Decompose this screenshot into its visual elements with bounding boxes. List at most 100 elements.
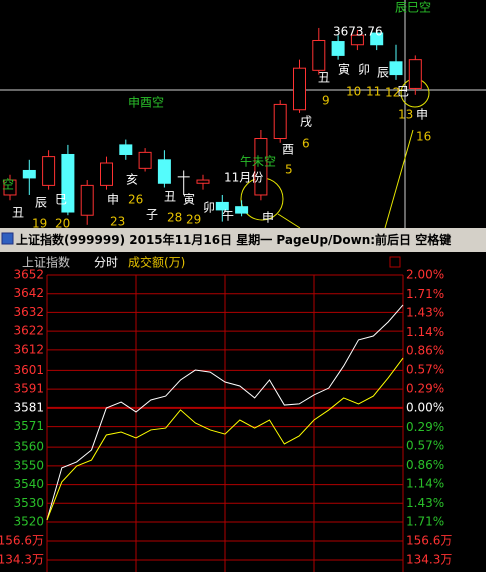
annotation: 巳 (55, 193, 67, 207)
annotation: 酉 (282, 143, 294, 157)
candle-body (42, 156, 56, 186)
candle-body (254, 138, 268, 196)
annotation: 丑 (164, 190, 176, 204)
candle-body (61, 153, 75, 213)
volume-tick-label: 134.3万 (0, 552, 44, 566)
annotation: 26 (128, 193, 143, 207)
y-tick-label: 3601 (13, 363, 44, 377)
candle-body (350, 34, 364, 46)
annotation: 16 (416, 130, 431, 144)
status-text: 上证指数(999999) 2015年11月16日 星期一 PageUp/Down… (16, 232, 451, 247)
y2-tick-label: 0.29% (406, 381, 444, 395)
annotation: 丑 (12, 206, 24, 220)
candle-panel: 辰巳空3673.76丑寅卯辰巳910 11 1213 申16申酉空戌6酉5午未空11月… (2, 1, 431, 231)
y2-tick-label: 1.71% (406, 515, 444, 529)
y2-tick-label: 1.14% (406, 477, 444, 491)
candle-body (312, 39, 326, 71)
annotation: 申酉空 (128, 96, 164, 110)
annotation: 寅 (338, 62, 350, 77)
y-tick-label: 3571 (13, 419, 44, 433)
volume-tick-label: 156.6万 (406, 533, 452, 547)
annotation: 亥 (126, 173, 138, 187)
annotation: 6 (302, 137, 310, 151)
y-tick-label: 3520 (13, 515, 44, 529)
annotation: 辰巳空 (395, 1, 431, 15)
y2-tick-label: 2.00% (406, 268, 444, 282)
annotation: 19 (32, 217, 47, 231)
annotation: 3673.76 (333, 25, 383, 39)
annotation: 丑 (318, 71, 330, 85)
annotation: 午未空 (240, 155, 276, 169)
y-tick-label: 3612 (13, 342, 44, 356)
y-tick-label: 3652 (13, 268, 44, 282)
annotation: 申 (416, 108, 428, 122)
y-tick-label: 3632 (13, 305, 44, 319)
y-tick-label: 3540 (13, 477, 44, 491)
annotation: 29 (186, 213, 201, 227)
y-tick-label: 3530 (13, 496, 44, 510)
y-tick-label: 3622 (13, 324, 44, 338)
volume-label: 成交额(万) (128, 255, 185, 270)
y2-tick-label: 0.86% (406, 458, 444, 472)
y2-tick-label: 1.71% (406, 287, 444, 301)
y2-tick-label: 1.43% (406, 496, 444, 510)
chart-title: 上证指数 (22, 255, 70, 270)
annotation: 申 (262, 211, 274, 225)
annotation: 5 (285, 163, 293, 177)
intraday-panel: 上证指数 分时 成交额(万) 3652 3642 3632 3622 3612 3601 3… (0, 255, 452, 572)
y-tick-label: 3581 (13, 400, 44, 414)
annotation: 10 (346, 85, 361, 99)
candle-body (100, 162, 113, 186)
annotation: 卯 (203, 201, 215, 215)
annotation: 13 (398, 108, 413, 122)
candle-body (331, 41, 345, 56)
price-line (46, 304, 404, 521)
annotation: 寅 (183, 192, 195, 207)
candle-body (293, 67, 306, 111)
y-tick-label: 3550 (13, 458, 44, 472)
annotation: 午 (222, 209, 234, 223)
annotation: 辰 (35, 196, 47, 210)
y-tick-label: 3591 (13, 382, 44, 396)
annotation: 23 (110, 215, 125, 229)
annotation: 卯 (358, 63, 370, 77)
chart-subtitle: 分时 (94, 256, 118, 270)
y-tick-label: 3560 (13, 440, 44, 454)
candle-body (3, 179, 17, 196)
candle-body (80, 184, 94, 216)
candle-body (196, 179, 210, 184)
annotation: 辰 (377, 66, 389, 80)
status-icon (1, 232, 14, 245)
y2-tick-label: 0.00% (406, 401, 444, 415)
annotation: 9 (322, 94, 330, 108)
y2-tick-label: 0.29% (406, 420, 444, 434)
volume-tick-label: 134.3万 (406, 552, 452, 566)
annotation: 巳 (397, 85, 409, 99)
annotation: 11月份 (224, 171, 263, 185)
annotation: 28 (167, 211, 182, 225)
trend-line (277, 213, 301, 229)
y2-tick-label: 0.57% (406, 439, 444, 453)
y2-tick-label: 0.86% (406, 343, 444, 357)
candle-body (215, 201, 229, 211)
candle-body (235, 206, 249, 214)
candle-body (389, 61, 403, 76)
annotation: 20 (55, 217, 70, 231)
status-bar-bg (0, 228, 486, 252)
volume-tick-label: 156.6万 (0, 533, 44, 547)
y2-tick-label: 1.43% (406, 305, 444, 319)
status-bar: 上证指数(999999) 2015年11月16日 星期一 PageUp/Down… (0, 228, 486, 252)
annotation: 12 (385, 86, 400, 100)
annotation: 申 (107, 193, 119, 207)
candle-body (22, 169, 36, 179)
y-tick-label: 3642 (13, 286, 44, 300)
candle-body (119, 144, 133, 155)
annotation: 11 (366, 85, 381, 99)
price-line (46, 357, 404, 521)
annotation: 子 (146, 208, 158, 222)
candle-body (408, 59, 422, 89)
candle-body (157, 159, 171, 184)
candle-body (370, 32, 384, 46)
